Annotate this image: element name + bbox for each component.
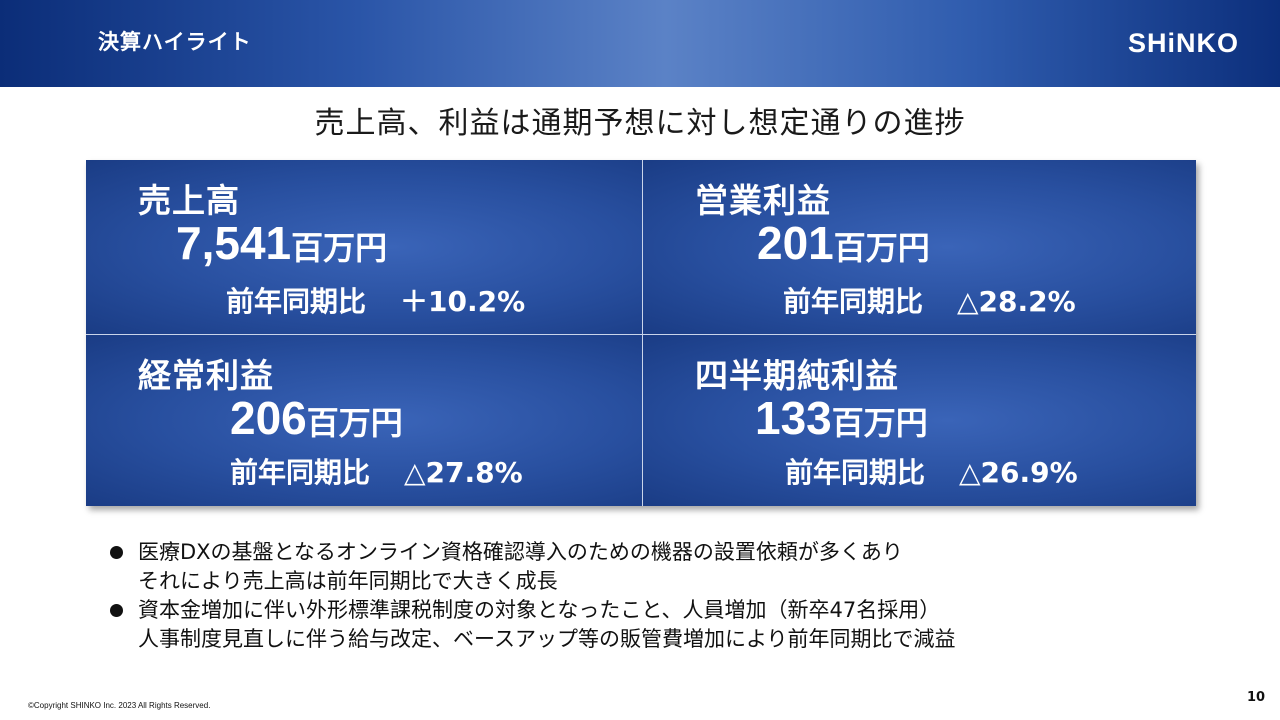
metric-value: 7,541百万円 [176, 216, 387, 270]
section-title: 決算ハイライト [98, 30, 252, 54]
yoy-label: 前年同期比 [230, 456, 371, 489]
metric-panel-ordinary-profit: 経常利益 206百万円 前年同期比 △27.8% [86, 335, 643, 506]
yoy-value: △27.8% [404, 456, 523, 489]
metric-number: 206 [230, 392, 307, 444]
metric-yoy: 前年同期比 ＋10.2% [226, 280, 525, 320]
metric-unit: 百万円 [291, 229, 388, 267]
yoy-label: 前年同期比 [226, 285, 367, 318]
company-logo: SHiNKO [1128, 28, 1240, 58]
metrics-grid: 売上高 7,541百万円 前年同期比 ＋10.2% 営業利益 201百万円 前年同… [86, 160, 1196, 506]
metric-panel-net-income: 四半期純利益 133百万円 前年同期比 △26.9% [643, 335, 1196, 506]
metric-label: 経常利益 [138, 356, 274, 395]
slide-headline: 売上高、利益は通期予想に対し想定通りの進捗 [314, 106, 966, 141]
yoy-value: △28.2% [957, 285, 1076, 318]
note-line: 資本金増加に伴い外形標準課税制度の対象となったこと、人員増加（新卒47名採用） [138, 598, 941, 622]
yoy-label: 前年同期比 [783, 285, 924, 318]
metric-value: 133百万円 [755, 391, 928, 445]
metric-label: 四半期純利益 [695, 356, 899, 395]
note-line: それにより売上高は前年同期比で大きく成長 [138, 569, 558, 593]
note-line: 人事制度見直しに伴う給与改定、ベースアップ等の販管費増加により前年同期比で減益 [138, 627, 956, 651]
metric-panel-operating-profit: 営業利益 201百万円 前年同期比 △28.2% [643, 160, 1196, 335]
copyright-text: ©Copyright SHINKO Inc. 2023 All Rights R… [28, 701, 211, 710]
yoy-value: ＋10.2% [400, 285, 526, 318]
header-bar: 決算ハイライト SHiNKO [0, 0, 1280, 87]
metric-value: 206百万円 [230, 391, 403, 445]
list-item: 資本金増加に伴い外形標準課税制度の対象となったこと、人員増加（新卒47名採用） … [110, 596, 1210, 654]
metric-label: 営業利益 [695, 181, 831, 220]
metric-unit: 百万円 [831, 404, 928, 442]
yoy-value: △26.9% [959, 456, 1078, 489]
metric-value: 201百万円 [757, 216, 930, 270]
notes-list: 医療DXの基盤となるオンライン資格確認導入のための機器の設置依頼が多くあり それ… [110, 538, 1210, 654]
yoy-label: 前年同期比 [785, 456, 926, 489]
metric-label: 売上高 [138, 181, 240, 220]
metric-yoy: 前年同期比 △26.9% [785, 451, 1078, 491]
page-number: 10 [1247, 690, 1266, 705]
list-item: 医療DXの基盤となるオンライン資格確認導入のための機器の設置依頼が多くあり それ… [110, 538, 1210, 596]
metric-panel-sales: 売上高 7,541百万円 前年同期比 ＋10.2% [86, 160, 643, 335]
metric-unit: 百万円 [833, 229, 930, 267]
note-line: 医療DXの基盤となるオンライン資格確認導入のための機器の設置依頼が多くあり [138, 540, 903, 564]
metric-number: 133 [755, 392, 832, 444]
bullet-icon [110, 546, 123, 559]
metric-yoy: 前年同期比 △28.2% [783, 280, 1076, 320]
metric-yoy: 前年同期比 △27.8% [230, 451, 523, 491]
metric-unit: 百万円 [306, 404, 403, 442]
bullet-icon [110, 604, 123, 617]
metric-number: 7,541 [176, 217, 292, 269]
metric-number: 201 [757, 217, 834, 269]
